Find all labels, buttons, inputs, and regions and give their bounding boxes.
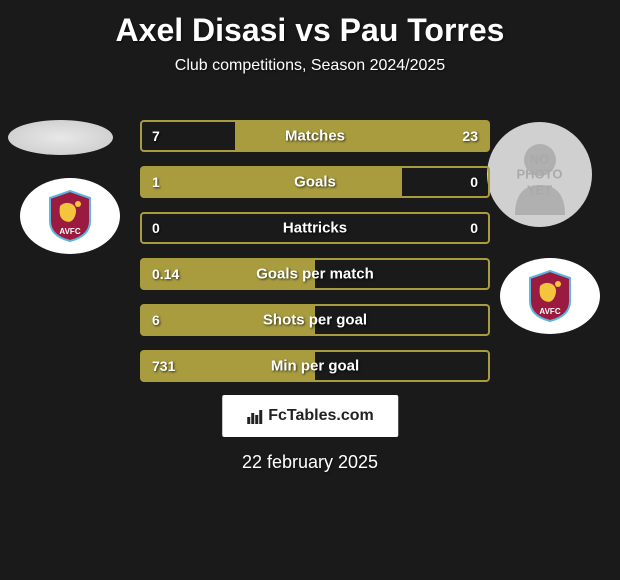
stat-row: Goals 1 0 (140, 166, 490, 198)
bar-chart-icon (246, 407, 264, 425)
no-photo-label: NO PHOTO YET (513, 151, 566, 198)
stat-row: Min per goal 731 (140, 350, 490, 382)
bar-left (142, 168, 315, 196)
stat-label: Matches (285, 128, 345, 145)
club-logo-right: AVFC (500, 258, 600, 334)
stat-row: Goals per match 0.14 (140, 258, 490, 290)
player-photo-left (8, 120, 113, 155)
stat-label: Hattricks (283, 220, 347, 237)
value-left: 0.14 (152, 266, 179, 282)
branding-text: FcTables.com (268, 407, 374, 425)
value-left: 731 (152, 358, 175, 374)
fctables-badge: FcTables.com (222, 395, 398, 437)
stat-label: Shots per goal (263, 312, 367, 329)
avfc-crest-icon: AVFC (40, 186, 100, 246)
avfc-crest-icon: AVFC (520, 266, 580, 326)
club-logo-left: AVFC (20, 178, 120, 254)
page-title: Axel Disasi vs Pau Torres (0, 0, 620, 49)
stat-label: Goals (294, 174, 336, 191)
stat-row: Shots per goal 6 (140, 304, 490, 336)
value-left: 7 (152, 128, 160, 144)
value-left: 6 (152, 312, 160, 328)
value-left: 1 (152, 174, 160, 190)
page-subtitle: Club competitions, Season 2024/2025 (0, 57, 620, 75)
svg-text:AVFC: AVFC (539, 307, 560, 316)
date-text: 22 february 2025 (242, 452, 378, 473)
value-right: 0 (470, 220, 478, 236)
value-right: 0 (470, 174, 478, 190)
value-left: 0 (152, 220, 160, 236)
value-right: 23 (462, 128, 478, 144)
player-photo-right: NO PHOTO YET (487, 122, 592, 227)
stat-label: Min per goal (271, 358, 359, 375)
comparison-chart: Matches 7 23 Goals 1 0 Hattricks 0 0 Goals per ma… (140, 120, 490, 396)
stat-row: Hattricks 0 0 (140, 212, 490, 244)
svg-text:AVFC: AVFC (59, 227, 80, 236)
stat-label: Goals per match (256, 266, 374, 283)
stat-row: Matches 7 23 (140, 120, 490, 152)
